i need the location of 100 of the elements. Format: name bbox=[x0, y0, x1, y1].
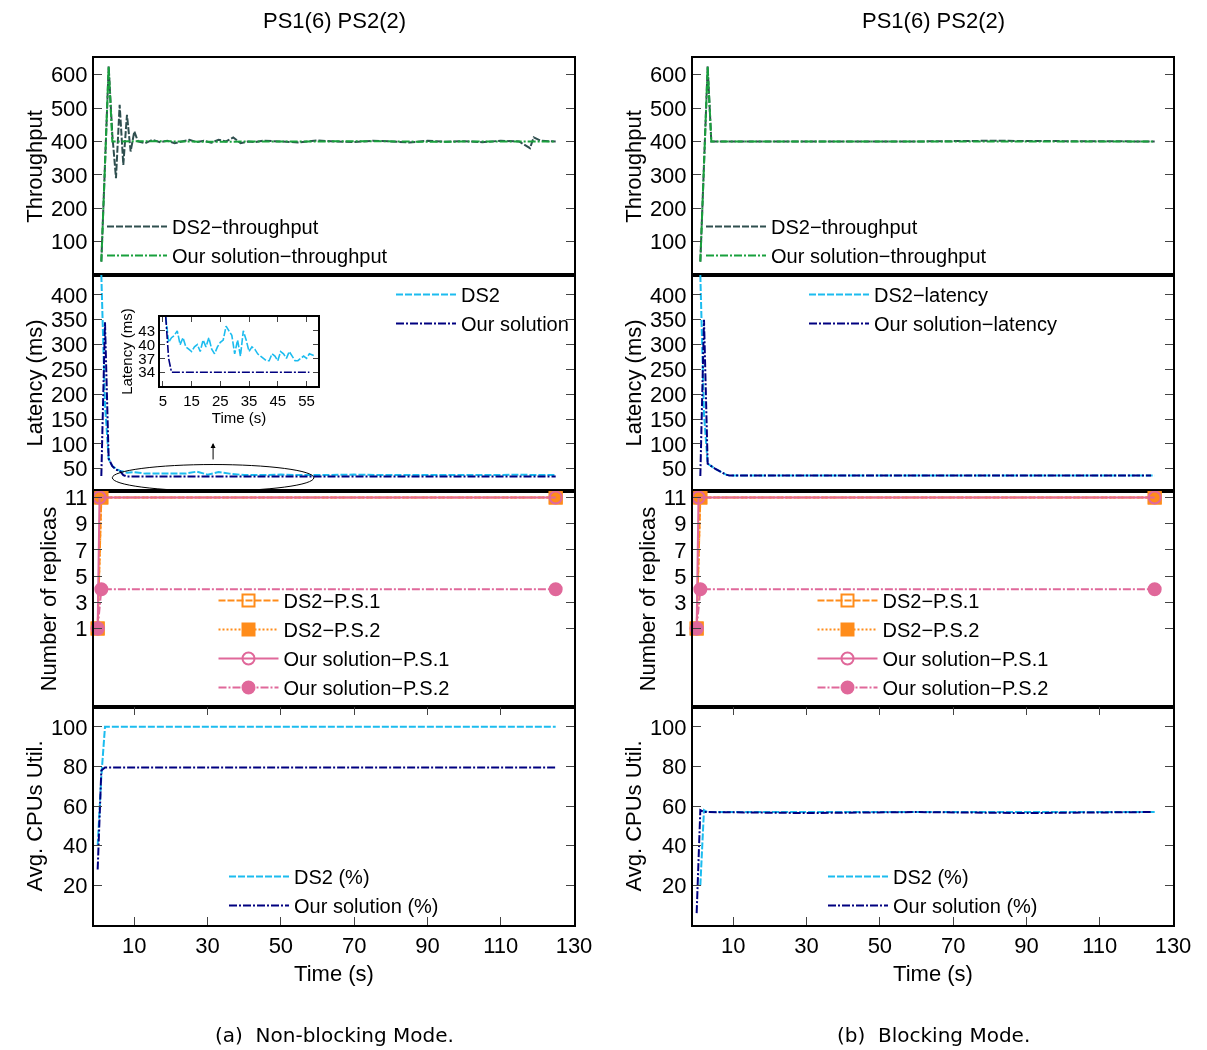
y-tick-label: 200 bbox=[50, 195, 88, 221]
y-tick-label: 400 bbox=[50, 129, 88, 155]
y-tick-label: 200 bbox=[649, 381, 687, 407]
y-tick-label: 11 bbox=[64, 485, 88, 511]
y-tick-label: 80 bbox=[63, 754, 88, 780]
y-tick-label: 1 bbox=[75, 616, 88, 642]
legend-label: DS2−P.S.1 bbox=[283, 590, 381, 613]
x-axis-title: Time (s) bbox=[211, 409, 267, 426]
y-axis-title: Avg. CPUs Util. bbox=[621, 740, 647, 892]
legend-label: Our solution−throughput bbox=[172, 245, 388, 268]
y-tick-label: 60 bbox=[63, 793, 88, 819]
text: (b) Blocking Mode. bbox=[837, 1023, 1031, 1047]
y-tick-label: 100 bbox=[50, 714, 88, 740]
x-tick-label: 90 bbox=[415, 933, 440, 959]
y-axis-title: Latency (ms) bbox=[22, 319, 48, 447]
y-tick-label: 20 bbox=[63, 873, 88, 899]
y-axis-title: Throughput bbox=[22, 110, 48, 223]
x-tick-label: 90 bbox=[1014, 933, 1039, 959]
y-tick-label: 20 bbox=[662, 873, 687, 899]
y-tick-label: 500 bbox=[50, 95, 88, 121]
x-tick-label: 5 bbox=[158, 392, 168, 409]
legend-label: DS2 bbox=[461, 284, 500, 307]
x-tick-label: 110 bbox=[1082, 933, 1118, 959]
y-tick-label: 1 bbox=[674, 616, 687, 642]
y-axis-title: Latency (ms) bbox=[621, 319, 647, 447]
y-tick-label: 600 bbox=[649, 62, 687, 88]
y-tick-label: 40 bbox=[63, 833, 88, 859]
y-axis-title: Number of replicas bbox=[635, 506, 661, 692]
legend-label: Our solution−throughput bbox=[771, 245, 987, 268]
legend-label: Our solution−latency bbox=[874, 313, 1057, 336]
y-tick-label: 9 bbox=[75, 511, 88, 537]
y-tick-label: 600 bbox=[50, 62, 88, 88]
y-tick-label: 3 bbox=[75, 589, 88, 615]
x-tick-label: 10 bbox=[122, 933, 147, 959]
legend-label: Our solution bbox=[461, 313, 569, 336]
y-tick-label: 200 bbox=[649, 195, 687, 221]
legend-label: DS2−P.S.1 bbox=[882, 590, 980, 613]
y-tick-label: 11 bbox=[663, 485, 687, 511]
y-tick-label: 200 bbox=[50, 381, 88, 407]
y-tick-label: 7 bbox=[674, 537, 687, 563]
x-axis-title: Time (s) bbox=[294, 960, 374, 986]
chart-title: PS1(6) PS2(2) bbox=[263, 8, 407, 33]
chart-title: PS1(6) PS2(2) bbox=[862, 8, 1006, 33]
y-tick-label: 50 bbox=[662, 456, 687, 482]
y-axis-title: Throughput bbox=[621, 110, 647, 223]
y-tick-label: 40 bbox=[662, 833, 687, 859]
y-tick-label: 100 bbox=[649, 431, 687, 457]
y-tick-label: 250 bbox=[50, 357, 88, 383]
y-tick-label: 300 bbox=[50, 332, 88, 358]
y-tick-label: 5 bbox=[674, 563, 687, 589]
legend-label: DS2−P.S.2 bbox=[283, 619, 381, 642]
y-tick-label: 7 bbox=[75, 537, 88, 563]
y-tick-label: 3 bbox=[674, 589, 687, 615]
y-tick-label: 300 bbox=[649, 162, 687, 188]
y-tick-label: 60 bbox=[662, 793, 687, 819]
legend-label: DS2 (%) bbox=[893, 866, 969, 889]
legend-label: Our solution (%) bbox=[893, 895, 1038, 918]
y-tick-label: 400 bbox=[649, 129, 687, 155]
legend-label: Our solution (%) bbox=[294, 895, 439, 918]
y-tick-label: 80 bbox=[662, 754, 687, 780]
x-tick-label: 10 bbox=[721, 933, 746, 959]
y-tick-label: 5 bbox=[75, 563, 88, 589]
y-tick-label: 9 bbox=[674, 511, 687, 537]
y-axis-title: Avg. CPUs Util. bbox=[22, 740, 48, 892]
x-tick-label: 30 bbox=[794, 933, 819, 959]
y-tick-label: 100 bbox=[649, 229, 687, 255]
x-tick-label: 55 bbox=[298, 392, 315, 409]
y-tick-label: 350 bbox=[649, 307, 687, 333]
legend-label: Our solution−P.S.2 bbox=[283, 677, 450, 700]
legend-label: DS2−throughput bbox=[771, 216, 918, 239]
legend-label: Our solution−P.S.1 bbox=[882, 648, 1049, 671]
x-tick-label: 130 bbox=[555, 933, 593, 959]
x-tick-label: 70 bbox=[940, 933, 966, 959]
y-axis-title: Latency (ms) bbox=[118, 308, 136, 395]
legend-label: DS2−latency bbox=[874, 284, 988, 307]
y-tick-label: 100 bbox=[50, 229, 88, 255]
y-tick-label: 400 bbox=[649, 282, 687, 308]
y-tick-label: 300 bbox=[649, 332, 687, 358]
x-tick-label: 45 bbox=[269, 392, 287, 409]
x-tick-label: 50 bbox=[867, 933, 893, 959]
legend-label: DS2−P.S.2 bbox=[882, 619, 980, 642]
x-tick-label: 35 bbox=[240, 392, 258, 409]
legend-label: Our solution−P.S.2 bbox=[882, 677, 1049, 700]
legend-label: DS2 (%) bbox=[294, 866, 370, 889]
y-tick-label: 350 bbox=[50, 307, 88, 333]
x-tick-label: 30 bbox=[195, 933, 220, 959]
text: (a) Non-blocking Mode. bbox=[215, 1023, 454, 1047]
x-axis-title: Time (s) bbox=[893, 960, 973, 986]
x-tick-label: 50 bbox=[268, 933, 294, 959]
y-tick-label: 50 bbox=[63, 456, 88, 482]
y-tick-label: 100 bbox=[50, 431, 88, 457]
y-tick-label: 150 bbox=[649, 406, 687, 432]
x-tick-label: 15 bbox=[183, 392, 200, 409]
x-tick-label: 70 bbox=[341, 933, 367, 959]
y-tick-label: 400 bbox=[50, 282, 88, 308]
y-tick-label: 500 bbox=[649, 95, 687, 121]
y-tick-label: 250 bbox=[649, 357, 687, 383]
x-tick-label: 110 bbox=[483, 933, 519, 959]
x-tick-label: 25 bbox=[211, 392, 229, 409]
y-tick-label: 150 bbox=[50, 406, 88, 432]
